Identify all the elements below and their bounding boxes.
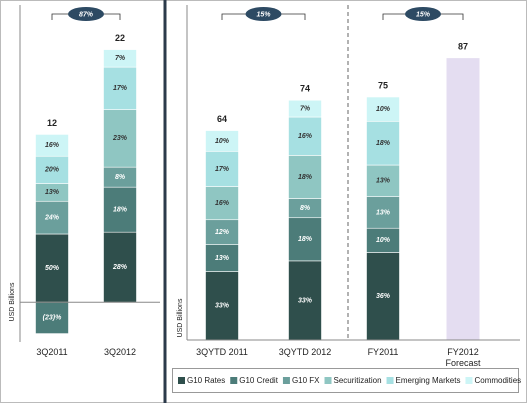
- legend-label: G10 FX: [292, 376, 320, 385]
- value-label: 23%: [112, 135, 128, 142]
- bar-segment: [205, 219, 239, 245]
- bar-segment: [205, 186, 239, 221]
- value-label: 10%: [215, 138, 230, 145]
- badge: [245, 7, 282, 21]
- bar-segment: [205, 130, 239, 152]
- bar-segment: [103, 231, 137, 303]
- bar-segment: [288, 217, 322, 262]
- value-label: 16%: [45, 142, 60, 149]
- value-label: 36%: [376, 293, 391, 300]
- value-label: 13%: [215, 255, 230, 262]
- value-label: 28%: [112, 264, 128, 271]
- value-label: 18%: [298, 174, 313, 181]
- bar-segment: [103, 109, 137, 168]
- legend-swatch: [465, 377, 473, 384]
- bar-segment: [288, 99, 322, 118]
- value-label: 18%: [298, 236, 313, 243]
- value-label: 8%: [300, 205, 311, 212]
- value-label: 16%: [298, 133, 313, 140]
- bar-segment: [366, 252, 400, 341]
- bar-segment: [366, 164, 400, 197]
- value-label: 10%: [376, 106, 391, 113]
- bar-segment: [103, 66, 137, 110]
- value-label: 33%: [215, 303, 230, 310]
- bar-segment: [35, 233, 69, 303]
- bar-segment: [35, 301, 69, 334]
- value-label: 50%: [45, 265, 60, 272]
- legend-label: G10 Credit: [239, 376, 278, 385]
- x-tick-label: FY2012 Forecast: [445, 347, 481, 368]
- total-label: 87: [458, 41, 468, 51]
- value-label: 7%: [300, 105, 311, 112]
- bar-segment: [288, 155, 322, 199]
- value-label: 13%: [376, 178, 391, 185]
- bar-segment: [35, 134, 69, 157]
- value-label: 24%: [44, 214, 60, 221]
- bar-segment: [366, 196, 400, 229]
- legend-swatch: [386, 377, 394, 384]
- value-label: 17%: [215, 166, 230, 173]
- annotation: 87%: [79, 11, 94, 18]
- legend-label: Securitization: [334, 376, 382, 385]
- bar-segment: [366, 121, 400, 166]
- legend-label: G10 Rates: [187, 376, 225, 385]
- total-label: 74: [300, 84, 310, 94]
- value-label: 20%: [44, 167, 60, 174]
- legend-label: Commodities: [474, 376, 521, 385]
- total-label: 75: [378, 80, 388, 90]
- value-label: 13%: [45, 189, 60, 196]
- legend-swatch: [178, 377, 185, 384]
- legend-swatch: [324, 377, 332, 384]
- annotation: 15%: [416, 11, 431, 18]
- value-label: 17%: [113, 85, 128, 92]
- y-axis-label: USD Billions: [177, 298, 184, 337]
- bar-segment: [103, 186, 137, 233]
- x-tick-label: FY2011: [367, 347, 399, 357]
- legend-box: [172, 368, 519, 393]
- value-label: (23)%: [43, 315, 62, 322]
- bar-segment: [103, 49, 137, 68]
- y-axis-label: USD Billions: [9, 282, 16, 321]
- bar-segment: [366, 96, 400, 122]
- x-tick-label: 3Q2012: [103, 347, 137, 357]
- value-label: 8%: [115, 174, 126, 181]
- forecast-bar: [446, 58, 480, 341]
- value-label: 12%: [215, 229, 230, 236]
- badge: [68, 7, 104, 21]
- value-label: 33%: [298, 297, 313, 304]
- value-label: 10%: [376, 237, 391, 244]
- total-label: 64: [217, 114, 227, 124]
- value-label: 13%: [376, 209, 391, 216]
- value-label: 18%: [376, 140, 391, 147]
- total-label: 12: [47, 118, 57, 128]
- badge: [405, 7, 441, 21]
- bar-segment: [35, 200, 69, 235]
- x-tick-label: 3QYTD 2011: [196, 347, 248, 357]
- legend-swatch: [230, 377, 238, 384]
- legend-label: Emerging Markets: [396, 376, 461, 385]
- value-label: 16%: [215, 200, 230, 207]
- value-label: 7%: [115, 55, 126, 62]
- bar-segment: [205, 151, 239, 187]
- bar-segment: [366, 227, 400, 253]
- x-tick-label: 3Q2011: [36, 347, 68, 357]
- legend-swatch: [282, 377, 290, 384]
- total-label: 22: [115, 33, 125, 43]
- x-tick-label: 3QYTD 2012: [278, 347, 332, 357]
- bar-segment: [288, 260, 322, 341]
- value-label: 18%: [113, 207, 128, 214]
- annotation: 15%: [256, 11, 271, 18]
